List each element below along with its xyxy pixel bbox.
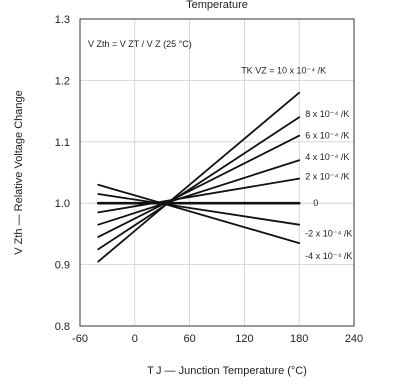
series-label-4: 2 x 10⁻⁴ /K <box>305 172 349 182</box>
y-tick-label: 0.9 <box>55 260 70 272</box>
y-tick-label: 1.2 <box>55 75 70 87</box>
y-tick-label: 0.8 <box>55 321 70 333</box>
y-tick-label: 1.3 <box>55 14 70 26</box>
series-group <box>96 91 301 263</box>
series-line-7 <box>97 183 301 245</box>
series-line-0 <box>97 91 301 263</box>
series-label-1: 8 x 10⁻⁴ /K <box>305 109 349 119</box>
chart-title: Temperature <box>186 0 248 11</box>
series-label-2: 6 x 10⁻⁴ /K <box>305 131 349 141</box>
y-tick-label: 1.0 <box>55 198 70 210</box>
series-line-1 <box>97 116 301 251</box>
series-label-0: TK VZ = 10 x 10⁻⁴ /K <box>241 66 326 76</box>
series-line-2 <box>97 134 301 238</box>
series-label-3: 4 x 10⁻⁴ /K <box>305 152 349 162</box>
x-tick-label: 0 <box>132 333 138 345</box>
plot-frame <box>79 18 355 327</box>
y-tick-labels: 0.8 0.9 1.0 1.1 1.2 1.3 <box>55 14 70 333</box>
formula-annotation: V Zth = V ZT / V Z (25 °C) <box>88 39 192 49</box>
x-tick-label: 240 <box>345 333 363 345</box>
y-tick-label: 1.1 <box>55 137 70 149</box>
x-axis-label: T J — Junction Temperature (°C) <box>147 365 307 377</box>
series-label-7: -4 x 10⁻⁴ /K <box>305 251 352 261</box>
x-tick-label: 180 <box>290 333 308 345</box>
series-line-6 <box>97 193 301 226</box>
series-line-4 <box>97 177 301 214</box>
series-label-5: 0 <box>313 198 318 208</box>
series-label-6: -2 x 10⁻⁴ /K <box>305 229 352 239</box>
x-tick-label: 60 <box>183 333 195 345</box>
series-line-3 <box>97 159 301 226</box>
y-axis-label: V Zth — Relative Voltage Change <box>13 90 25 254</box>
x-tick-label: 120 <box>235 333 253 345</box>
series-labels: TK VZ = 10 x 10⁻⁴ /K 8 x 10⁻⁴ /K 6 x 10⁻⁴ … <box>241 66 352 261</box>
x-tick-label: -60 <box>72 333 88 345</box>
x-tick-labels: -60 0 60 120 180 240 <box>72 333 363 345</box>
